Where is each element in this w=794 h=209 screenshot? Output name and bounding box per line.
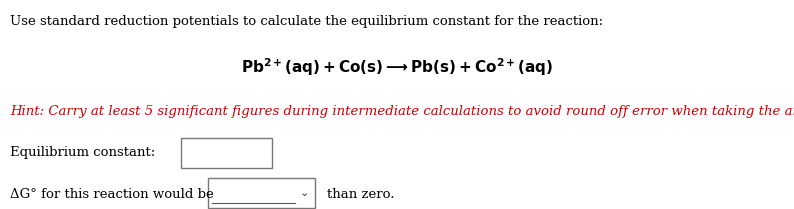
Text: $\mathbf{Pb^{2+}(aq) + Co(s){\longrightarrow}Pb(s) + Co^{2+}(aq)}$: $\mathbf{Pb^{2+}(aq) + Co(s){\longrighta… [241,56,553,78]
Text: ⌄: ⌄ [300,188,310,198]
Text: Hint: Carry at least 5 significant figures during intermediate calculations to a: Hint: Carry at least 5 significant figur… [10,104,794,117]
Bar [208,178,315,208]
Bar [181,138,272,168]
Text: ΔG° for this reaction would be: ΔG° for this reaction would be [10,188,214,201]
Text: than zero.: than zero. [327,188,395,201]
Text: Use standard reduction potentials to calculate the equilibrium constant for the : Use standard reduction potentials to cal… [10,15,603,28]
Text: Equilibrium constant:: Equilibrium constant: [10,146,156,159]
